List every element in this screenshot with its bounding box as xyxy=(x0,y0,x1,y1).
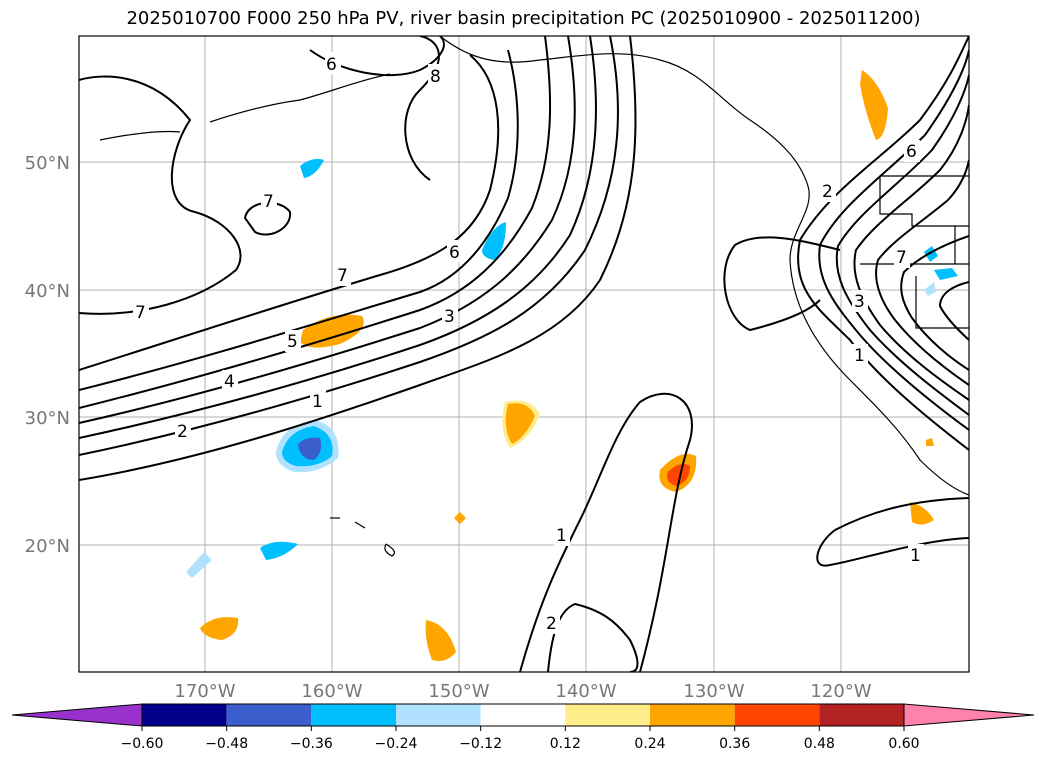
pv-contours xyxy=(79,36,969,672)
contour-label: 7 xyxy=(896,248,907,268)
colorbar-segment xyxy=(396,704,481,726)
negative-patch xyxy=(924,282,936,296)
positive-patch xyxy=(505,403,535,444)
lon-label: 140°W xyxy=(555,681,616,702)
contour-labels: 6 8 7 7 6 7 5 4 3 2 1 1 2 1 2 3 1 6 7 xyxy=(133,52,924,634)
negative-patch xyxy=(298,437,322,460)
lat-label: 30°N xyxy=(25,408,70,429)
contour-label: 2 xyxy=(177,422,188,442)
colorbar-tick-label: 0.12 xyxy=(550,736,581,752)
lon-label: 120°W xyxy=(810,681,871,702)
contour-label: 4 xyxy=(224,372,235,392)
positive-patch xyxy=(926,438,934,446)
colorbar-tick-label: 0.24 xyxy=(634,736,665,752)
contour-label: 2 xyxy=(822,182,833,202)
negative-patch xyxy=(186,552,212,578)
contour-label: 8 xyxy=(430,67,441,87)
colorbar-extend-min xyxy=(11,703,143,727)
negative-patch xyxy=(260,541,298,560)
contour-label: 5 xyxy=(287,332,298,352)
lon-label: 150°W xyxy=(428,681,489,702)
contour-label: 1 xyxy=(854,346,865,366)
colorbar-tick-label: −0.48 xyxy=(205,736,248,752)
negative-patch xyxy=(924,246,938,262)
colorbar: −0.60 −0.48 −0.36 −0.24 −0.12 0.12 0.24 0.36 0.4… xyxy=(11,703,1035,752)
positive-patch xyxy=(910,502,934,525)
contour-label: 7 xyxy=(337,266,348,286)
contour-label: 3 xyxy=(854,292,865,312)
colorbar-segment xyxy=(819,704,904,726)
contour-label: 1 xyxy=(910,546,921,566)
contour-label: 7 xyxy=(263,192,274,212)
colorbar-tick-label: 0.36 xyxy=(719,736,750,752)
colorbar-segment xyxy=(650,704,735,726)
lon-label: 130°W xyxy=(683,681,744,702)
colorbar-segment xyxy=(311,704,396,726)
contour-label: 3 xyxy=(444,307,455,327)
colorbar-segment xyxy=(226,704,312,726)
precip-anomaly-shading xyxy=(186,70,958,661)
colorbar-tick-label: −0.24 xyxy=(375,736,418,752)
colorbar-tick-label: −0.36 xyxy=(290,736,333,752)
positive-patch xyxy=(200,617,239,640)
lat-label: 50°N xyxy=(25,153,70,174)
negative-patch xyxy=(482,222,506,260)
colorbar-segment xyxy=(480,704,566,726)
colorbar-tick-label: −0.60 xyxy=(121,736,164,752)
lat-label: 40°N xyxy=(25,281,70,302)
positive-patch xyxy=(454,512,466,524)
colorbar-segment xyxy=(142,704,227,726)
latitude-labels: 50°N 40°N 30°N 20°N xyxy=(25,153,70,557)
colorbar-extend-max xyxy=(903,703,1035,727)
colorbar-tick-label: 0.60 xyxy=(888,736,919,752)
contour-label: 6 xyxy=(326,55,337,75)
colorbar-tick-label: 0.48 xyxy=(804,736,835,752)
contour-label: 1 xyxy=(312,392,323,412)
contour-label: 7 xyxy=(135,303,146,323)
lon-label: 160°W xyxy=(301,681,362,702)
map-frame xyxy=(78,35,970,673)
longitude-labels: 170°W 160°W 150°W 140°W 130°W 120°W xyxy=(174,681,871,702)
contour-label: 2 xyxy=(546,614,557,634)
colorbar-frame xyxy=(141,703,905,727)
colorbar-segment xyxy=(565,704,650,726)
positive-patch xyxy=(860,70,888,140)
map-panel xyxy=(79,36,969,672)
lat-label: 20°N xyxy=(25,536,70,557)
lon-label: 170°W xyxy=(174,681,235,702)
colorbar-segment xyxy=(734,704,820,726)
coastlines xyxy=(99,36,969,557)
positive-patch xyxy=(667,464,690,486)
contour-label: 6 xyxy=(906,142,917,162)
positive-patch xyxy=(425,620,456,661)
colorbar-tick-label: −0.12 xyxy=(459,736,502,752)
negative-patch xyxy=(934,268,958,280)
contour-label: 6 xyxy=(449,243,460,263)
negative-patch xyxy=(300,158,324,178)
map-title: 2025010700 F000 250 hPa PV, river basin … xyxy=(126,8,921,29)
contour-label: 1 xyxy=(556,526,567,546)
